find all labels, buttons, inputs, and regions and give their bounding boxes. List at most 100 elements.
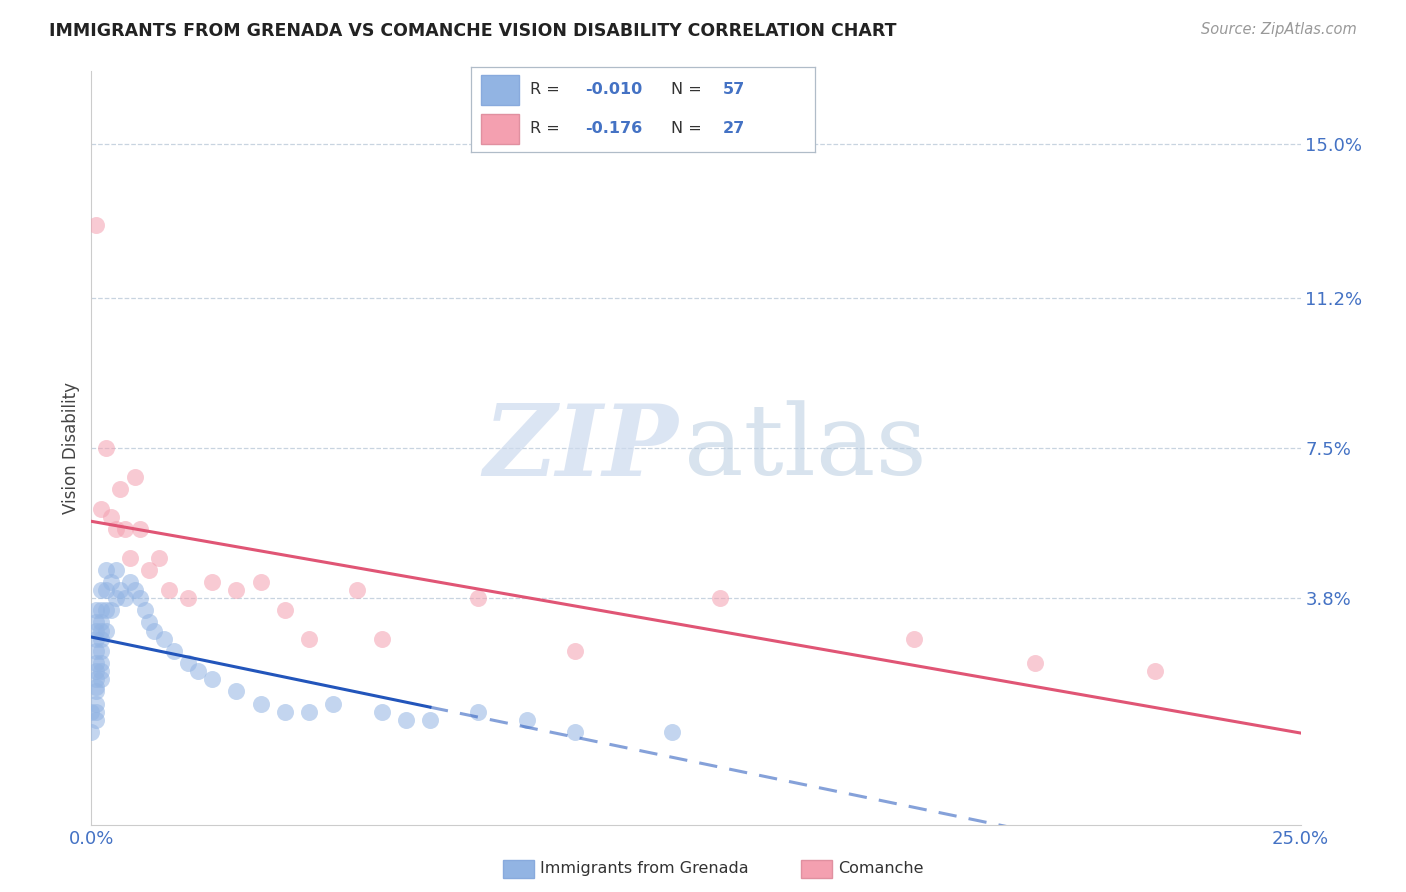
Point (1024, 656, 1046, 670)
Text: Source: ZipAtlas.com: Source: ZipAtlas.com (1201, 22, 1357, 37)
Point (114, 522, 136, 536)
Point (84, 684, 107, 698)
Point (94, 442, 117, 456)
Point (110, 482, 132, 496)
Point (110, 583, 132, 598)
Point (661, 725, 683, 739)
Point (80, 705, 103, 719)
Point (201, 672, 224, 686)
Point (128, 522, 150, 536)
Point (104, 591, 127, 606)
Point (134, 603, 156, 617)
Point (90, 603, 112, 617)
Point (94, 583, 117, 598)
Point (564, 644, 586, 658)
Point (90, 672, 112, 686)
Text: atlas: atlas (683, 401, 927, 496)
Point (467, 705, 489, 719)
Point (84, 664, 107, 678)
Point (157, 583, 180, 598)
Point (90, 656, 112, 670)
Point (84, 603, 107, 617)
Point (564, 725, 586, 739)
Point (467, 591, 489, 606)
Point (104, 522, 127, 536)
Point (100, 574, 122, 589)
Point (903, 632, 925, 646)
Point (187, 664, 209, 678)
Point (225, 684, 247, 698)
Point (104, 563, 127, 577)
Point (84, 697, 107, 711)
Point (709, 591, 731, 606)
Point (90, 624, 112, 638)
Point (120, 574, 142, 589)
Point (84, 656, 107, 670)
Text: -0.176: -0.176 (585, 121, 643, 136)
Point (100, 603, 122, 617)
Bar (481, 113, 519, 144)
Text: -0.010: -0.010 (585, 82, 643, 97)
Point (100, 510, 122, 524)
Point (80, 725, 103, 739)
Point (298, 632, 321, 646)
Point (225, 583, 247, 598)
Point (114, 591, 136, 606)
Point (346, 583, 368, 598)
Text: 57: 57 (723, 82, 745, 97)
Text: ZIP: ZIP (482, 400, 678, 497)
Point (138, 615, 160, 630)
Point (128, 591, 150, 606)
Point (322, 697, 344, 711)
Point (177, 591, 200, 606)
Point (90, 644, 112, 658)
Point (90, 664, 112, 678)
Point (120, 550, 142, 565)
Text: R =: R = (530, 121, 564, 136)
Point (90, 615, 112, 630)
Point (516, 713, 538, 727)
Point (177, 656, 200, 670)
Point (94, 603, 117, 617)
Point (370, 632, 392, 646)
Point (249, 574, 271, 589)
Point (84, 615, 107, 630)
Point (274, 603, 297, 617)
Point (201, 574, 224, 589)
Text: N =: N = (671, 82, 707, 97)
Point (90, 583, 112, 598)
Point (90, 632, 112, 646)
Text: Immigrants from Grenada: Immigrants from Grenada (540, 862, 748, 876)
Point (84, 681, 107, 695)
Point (370, 705, 392, 719)
Point (84, 644, 107, 658)
Point (153, 632, 176, 646)
Point (84, 672, 107, 686)
Point (124, 583, 146, 598)
Point (124, 469, 146, 483)
Point (1144, 664, 1167, 678)
Text: 27: 27 (723, 121, 745, 136)
Point (84, 624, 107, 638)
Bar (481, 75, 519, 105)
Point (138, 563, 160, 577)
Point (148, 550, 170, 565)
Y-axis label: Vision Disability: Vision Disability (62, 383, 80, 514)
Point (419, 713, 441, 727)
Point (143, 624, 166, 638)
Point (84, 632, 107, 646)
Point (274, 705, 297, 719)
Point (84, 713, 107, 727)
Point (90, 502, 112, 516)
Point (395, 713, 418, 727)
Text: R =: R = (530, 82, 564, 97)
Text: N =: N = (671, 121, 707, 136)
Point (84, 219, 107, 233)
Text: IMMIGRANTS FROM GRENADA VS COMANCHE VISION DISABILITY CORRELATION CHART: IMMIGRANTS FROM GRENADA VS COMANCHE VISI… (49, 22, 897, 40)
Text: Comanche: Comanche (838, 862, 924, 876)
Point (94, 563, 117, 577)
Point (298, 705, 321, 719)
Point (84, 705, 107, 719)
Point (94, 624, 117, 638)
Point (162, 644, 184, 658)
